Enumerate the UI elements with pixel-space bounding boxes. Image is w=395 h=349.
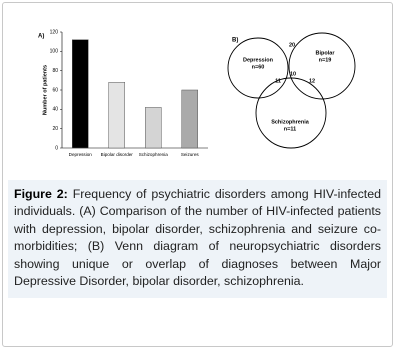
y-axis-label: Number of patients — [42, 65, 48, 115]
caption-label: Figure 2: — [14, 187, 68, 201]
bar — [108, 82, 125, 149]
panel-label: B) — [232, 38, 238, 44]
figure-frame — [2, 2, 393, 347]
y-tick-label: 0 — [55, 145, 58, 151]
y-tick-label: 20 — [52, 126, 58, 132]
set-name: Bipolar — [316, 50, 336, 56]
set-count: n=11 — [284, 126, 296, 132]
caption: Figure 2: Frequency of psychiatric disor… — [8, 180, 387, 299]
set-name: Depression — [243, 57, 274, 63]
x-tick-label: Schizophrenia — [139, 152, 169, 157]
venn-circle — [288, 32, 356, 100]
venn-circle — [255, 77, 327, 149]
panel-label: A) — [38, 34, 44, 40]
caption-text: Frequency of psychiatric disorders among… — [14, 187, 381, 289]
bar — [181, 89, 198, 149]
region-count: 11 — [275, 78, 281, 84]
region-count: 10 — [290, 71, 296, 77]
bar — [145, 107, 162, 149]
set-name: Schizophrenia — [271, 119, 310, 125]
bar — [72, 39, 89, 149]
y-tick-label: 80 — [52, 68, 58, 74]
set-count: n=19 — [319, 57, 332, 63]
y-tick-label: 40 — [52, 107, 58, 113]
venn-circle — [227, 37, 289, 99]
y-tick-label: 100 — [50, 49, 59, 55]
region-count: 20 — [289, 42, 295, 48]
figure: A) Number of patients 0 20 40 60 80 100 120 Depre… — [38, 29, 356, 157]
x-tick-label: Depression — [69, 152, 93, 157]
y-tick-label: 120 — [50, 29, 59, 35]
x-tick-label: Bipolar disorder — [101, 152, 134, 157]
y-tick-label: 60 — [52, 87, 58, 93]
region-count: 12 — [309, 78, 315, 84]
x-tick-label: Seizures — [181, 152, 200, 157]
set-count: n=60 — [252, 64, 265, 70]
